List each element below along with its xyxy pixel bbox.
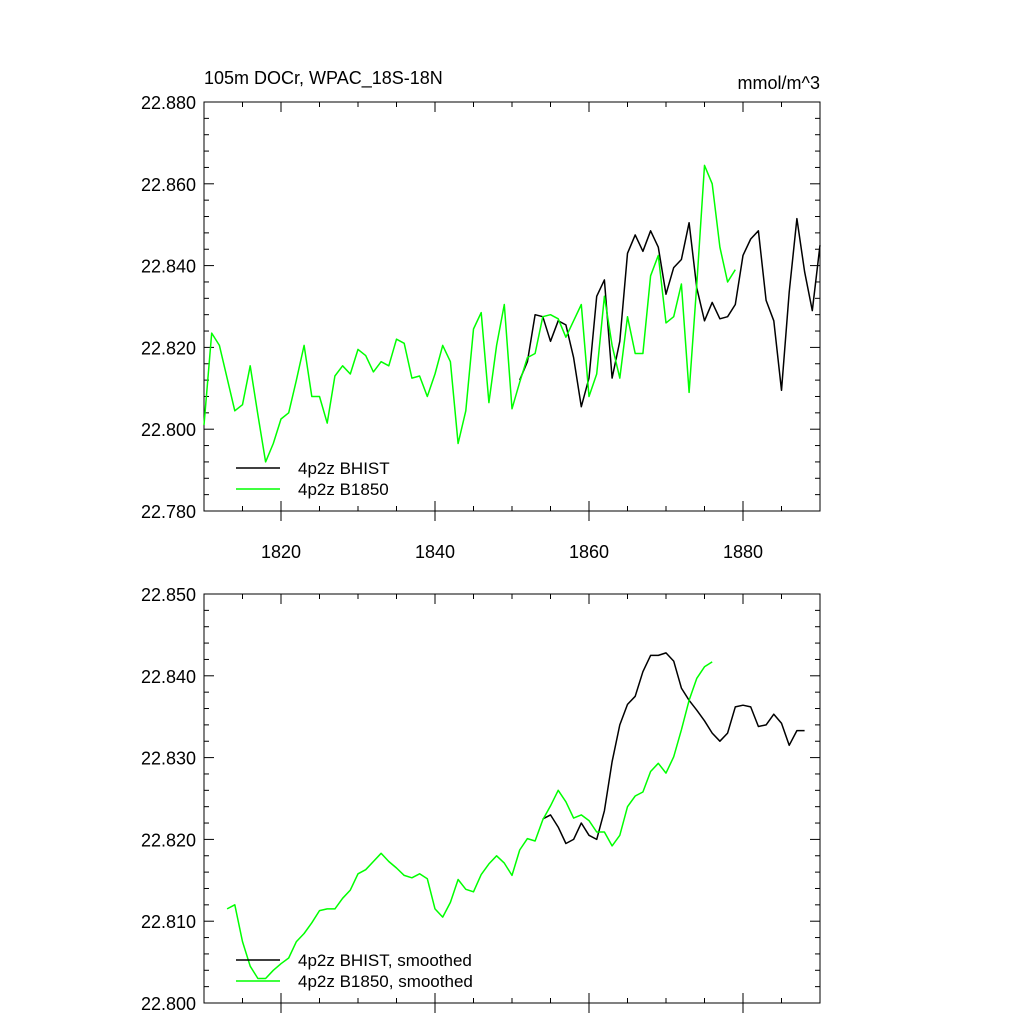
legend: 4p2z BHIST 4p2z B1850	[236, 459, 390, 499]
legend-label: 4p2z BHIST	[298, 459, 390, 478]
y-tick-label: 22.840	[141, 257, 196, 277]
legend-label: 4p2z BHIST, smoothed	[298, 951, 472, 970]
legend: 4p2z BHIST, smoothed 4p2z B1850, smoothed	[236, 951, 473, 991]
y-tick-labels: 22.800 22.810 22.820 22.830 22.840 22.850	[141, 585, 196, 1014]
axis-ticks	[203, 593, 821, 1013]
y-tick-label: 22.780	[141, 502, 196, 522]
x-tick-label: 1840	[415, 542, 455, 562]
legend-label: 4p2z B1850	[298, 480, 389, 499]
y-tick-label: 22.810	[141, 912, 196, 932]
plot-frame	[203, 101, 821, 512]
y-tick-labels: 22.780 22.800 22.820 22.840 22.860 22.880	[141, 93, 196, 522]
y-tick-label: 22.800	[141, 994, 196, 1014]
series-line-4p2z-b1850	[203, 164, 736, 463]
y-tick-label: 22.860	[141, 175, 196, 195]
series-line-4p2z-bhist-smoothed	[542, 652, 805, 845]
series-lines	[203, 164, 821, 463]
chart-title: 105m DOCr, WPAC_18S-18N	[204, 68, 443, 89]
y-tick-label: 22.840	[141, 667, 196, 687]
y-tick-label: 22.820	[141, 830, 196, 850]
axis-ticks	[203, 101, 821, 521]
units-label: mmol/m^3	[738, 73, 820, 93]
y-tick-label: 22.850	[141, 585, 196, 605]
series-line-4p2z-b1850-smoothed	[226, 661, 713, 980]
x-tick-label: 1880	[723, 542, 763, 562]
top-panel: 105m DOCr, WPAC_18S-18N mmol/m^3 1820 184…	[141, 68, 821, 562]
y-tick-label: 22.800	[141, 420, 196, 440]
x-tick-labels: 1820 1840 1860 1880	[261, 542, 763, 562]
y-tick-label: 22.830	[141, 749, 196, 769]
series-lines	[226, 652, 805, 980]
y-tick-label: 22.820	[141, 338, 196, 358]
x-tick-label: 1820	[261, 542, 301, 562]
y-tick-label: 22.880	[141, 93, 196, 113]
x-tick-label: 1860	[569, 542, 609, 562]
legend-label: 4p2z B1850, smoothed	[298, 972, 473, 991]
series-line-4p2z-bhist	[519, 217, 821, 408]
bottom-panel: 22.800 22.810 22.820 22.830 22.840 22.850 4p2…	[141, 585, 821, 1014]
